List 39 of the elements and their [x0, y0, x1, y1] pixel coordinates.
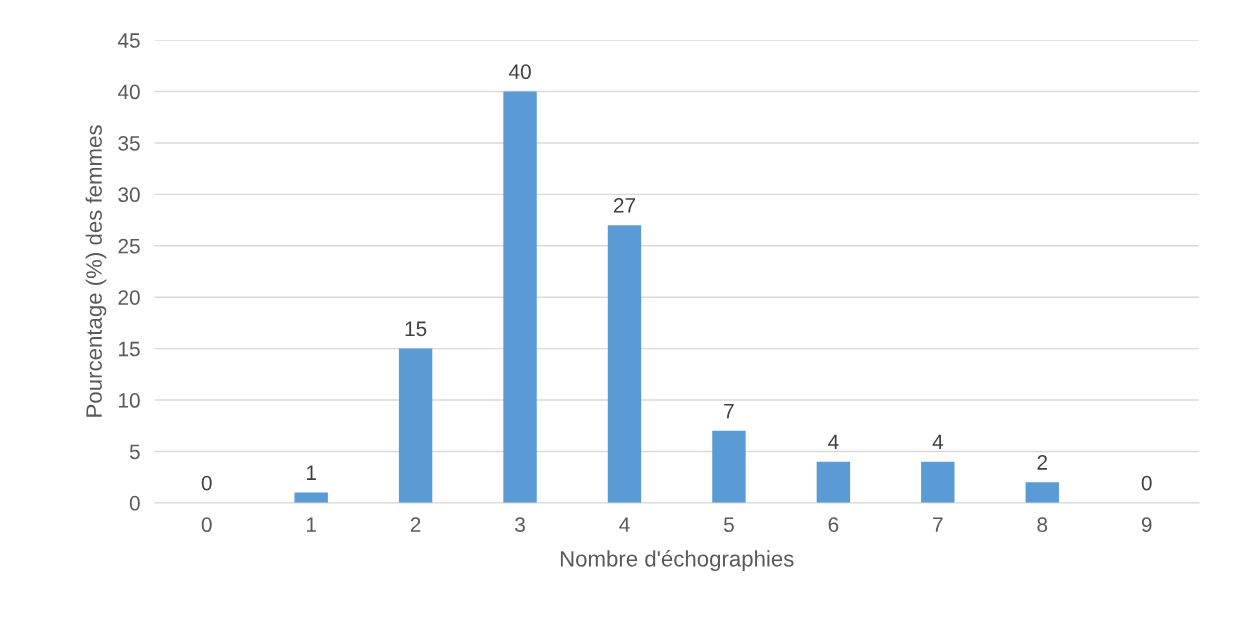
y-tick-label: 10 — [119, 393, 140, 408]
bar — [1025, 482, 1059, 503]
bar — [398, 348, 433, 503]
x-tick-label: 4 — [619, 517, 630, 532]
y-tick-label: 0 — [129, 495, 140, 511]
x-tick-label: 9 — [1141, 517, 1152, 533]
x-tick-label: 5 — [723, 517, 734, 533]
data-label: 4 — [828, 434, 839, 450]
y-tick-label: 20 — [118, 290, 140, 305]
y-tick-label: 5 — [129, 444, 140, 460]
x-tick-label: 2 — [410, 517, 421, 532]
bar — [712, 430, 746, 503]
data-label: 0 — [201, 475, 212, 491]
x-tick-label: 8 — [1037, 517, 1048, 533]
y-tick-label: 15 — [119, 341, 140, 357]
y-tick-label: 25 — [118, 238, 140, 254]
y-tick-label: 35 — [118, 135, 140, 151]
bar — [607, 225, 642, 503]
x-tick-label: 0 — [201, 517, 212, 533]
bar — [816, 461, 851, 503]
data-label: 15 — [405, 321, 427, 337]
x-tick-label: 6 — [828, 517, 839, 533]
y-axis-title: Pourcentage (%) des femmes — [85, 125, 107, 417]
data-label: 1 — [306, 465, 316, 480]
data-label: 0 — [1141, 475, 1152, 491]
data-label: 27 — [613, 198, 636, 213]
y-tick-label: 45 — [117, 33, 140, 48]
x-tick-label: 3 — [515, 517, 525, 533]
x-tick-label: 7 — [933, 517, 943, 532]
y-tick-label: 40 — [117, 84, 140, 100]
data-label: 2 — [1037, 455, 1047, 470]
x-tick-label: 1 — [306, 517, 316, 532]
x-axis-title: Nombre d'échographies — [560, 550, 794, 572]
data-label: 40 — [508, 64, 531, 80]
bar — [503, 91, 537, 503]
data-label: 4 — [932, 434, 943, 450]
y-tick-label: 30 — [118, 187, 140, 203]
bar — [921, 461, 955, 503]
data-label: 7 — [724, 403, 734, 419]
